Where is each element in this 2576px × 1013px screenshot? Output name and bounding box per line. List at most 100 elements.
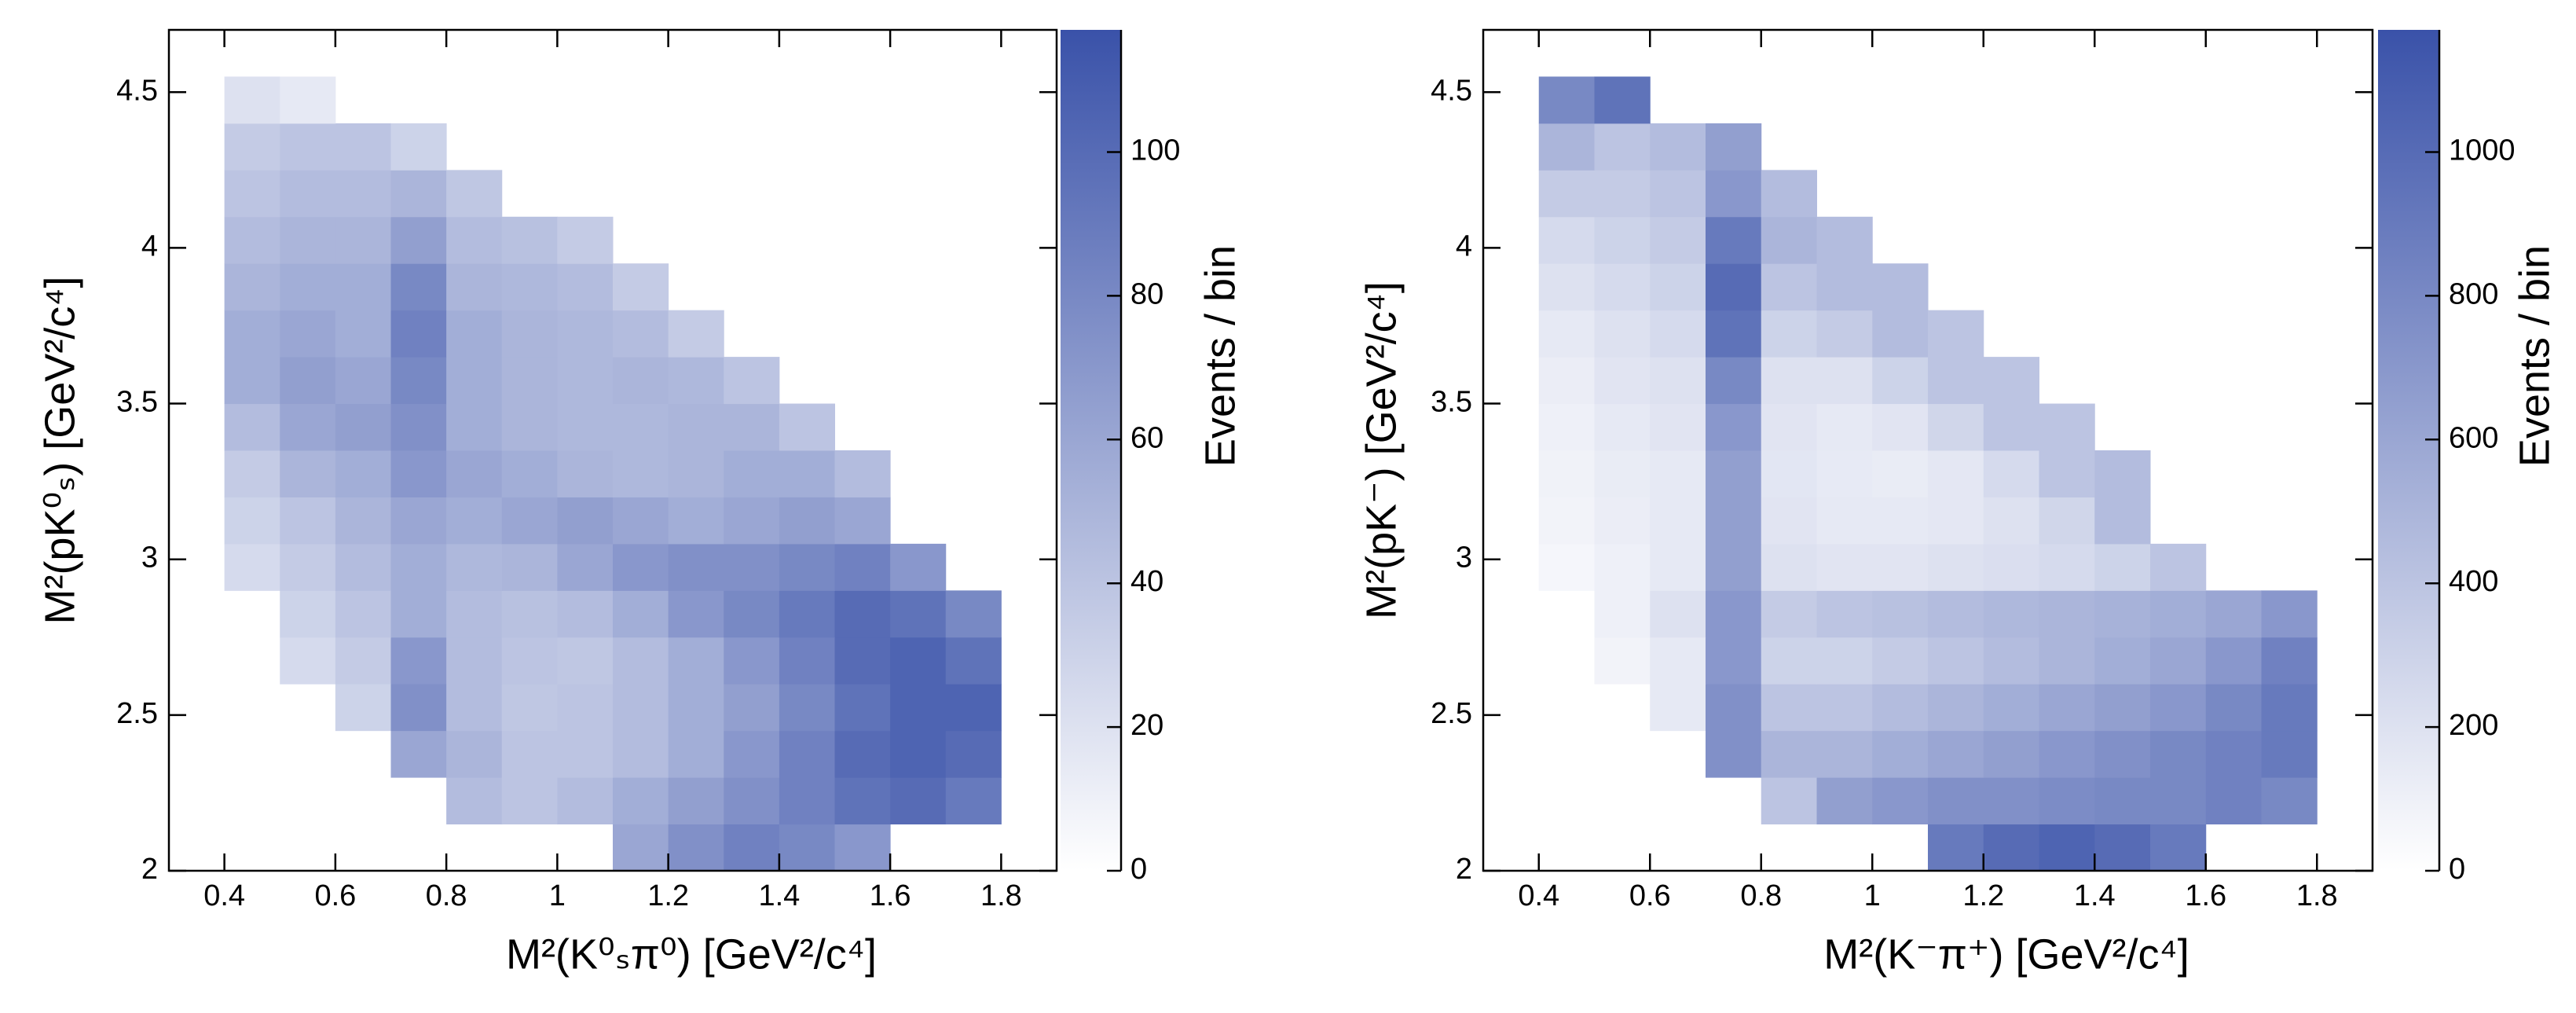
heatmap-cell — [224, 450, 280, 497]
heatmap-cell — [613, 637, 669, 685]
heatmap-cell — [1706, 637, 1762, 685]
heatmap-cell — [668, 730, 724, 778]
heatmap-cell — [1650, 637, 1706, 685]
heatmap-cell — [1872, 684, 1929, 732]
heatmap-cell — [557, 450, 614, 497]
heatmap-cell — [834, 497, 891, 545]
heatmap-cell — [1816, 403, 1873, 451]
heatmap-cell — [557, 497, 614, 545]
x-tick-label: 0.8 — [1740, 879, 1782, 912]
heatmap-cell — [2150, 590, 2207, 638]
heatmap-cell — [2039, 590, 2095, 638]
heatmap-cell — [446, 590, 503, 638]
heatmap-cell — [1706, 123, 1762, 171]
heatmap-cell — [557, 730, 614, 778]
heatmap-cell — [1928, 450, 1984, 497]
heatmap-cell — [1761, 637, 1817, 685]
heatmap-cell — [668, 824, 724, 872]
heatmap-cell — [1928, 684, 1984, 732]
heatmap-cell — [945, 777, 1002, 825]
heatmap-cell — [224, 216, 280, 264]
heatmap-cell — [890, 590, 947, 638]
heatmap-cell — [668, 497, 724, 545]
heatmap-cell — [390, 310, 447, 358]
heatmap-cell — [446, 450, 503, 497]
heatmap-cell — [779, 777, 835, 825]
heatmap-cell — [613, 357, 669, 405]
heatmap-cell — [1761, 403, 1817, 451]
heatmap-cell — [280, 216, 336, 264]
heatmap-cell — [890, 777, 947, 825]
heatmap-cell — [446, 777, 503, 825]
heatmap-cell — [1706, 590, 1762, 638]
y-tick-label: 4 — [1456, 229, 1472, 262]
heatmap-cell — [335, 170, 391, 218]
heatmap-cell — [724, 684, 780, 732]
heatmap-cell — [1594, 543, 1651, 591]
heatmap-cell — [280, 403, 336, 451]
heatmap-cell — [335, 357, 391, 405]
heatmap-cell — [1872, 777, 1929, 825]
heatmap-cell — [224, 123, 280, 171]
heatmap-cell — [1650, 263, 1706, 311]
heatmap-cell — [1816, 497, 1873, 545]
heatmap-cell — [390, 450, 447, 497]
heatmap-cell — [335, 263, 391, 311]
heatmap-cell — [2094, 637, 2151, 685]
heatmap-cell — [779, 497, 835, 545]
x-tick-label: 0.6 — [1629, 879, 1671, 912]
x-tick-label: 0.6 — [314, 879, 356, 912]
heatmap-cell — [890, 730, 947, 778]
heatmap-cell — [1650, 310, 1706, 358]
x-tick-label: 1.6 — [870, 879, 911, 912]
heatmap-cell — [1594, 637, 1651, 685]
heatmap-cell — [668, 637, 724, 685]
heatmap-cell — [1983, 684, 2039, 732]
heatmap-cell — [1928, 637, 1984, 685]
heatmap-cell — [890, 637, 947, 685]
heatmap-cell — [501, 263, 558, 311]
colorbar-tick-label: 1000 — [2449, 134, 2516, 167]
heatmap-cell — [335, 684, 391, 732]
heatmap-cell — [1706, 543, 1762, 591]
heatmap-cell — [668, 543, 724, 591]
heatmap-cell — [834, 543, 891, 591]
heatmap-cell — [224, 76, 280, 124]
y-tick-label: 3 — [1456, 541, 1472, 574]
x-tick-label: 1.2 — [1962, 879, 2004, 912]
heatmap-cell — [1538, 543, 1595, 591]
heatmap-cell — [1706, 684, 1762, 732]
colorbar-tick-label: 800 — [2449, 277, 2498, 310]
heatmap-cell — [1816, 543, 1873, 591]
heatmap-cell — [2094, 543, 2151, 591]
heatmap-cell — [446, 263, 503, 311]
heatmap-cell — [668, 403, 724, 451]
heatmap-cell — [1594, 590, 1651, 638]
heatmap-cell — [1761, 730, 1817, 778]
heatmap-cell — [557, 263, 614, 311]
heatmap-cell — [446, 216, 503, 264]
heatmap-cell — [1538, 263, 1595, 311]
colorbar — [2378, 30, 2439, 871]
heatmap-cell — [557, 684, 614, 732]
heatmap-cell — [1816, 357, 1873, 405]
colorbar-tick-label: 80 — [1130, 277, 1163, 310]
x-tick-label: 1 — [549, 879, 566, 912]
plot-frame — [167, 28, 1058, 872]
heatmap-cell — [280, 76, 336, 124]
heatmap-cell — [1761, 590, 1817, 638]
heatmap-cell — [834, 730, 891, 778]
heatmap-cell — [1706, 216, 1762, 264]
heatmap-cell — [2261, 684, 2318, 732]
heatmap-cell — [1594, 170, 1651, 218]
heatmap-cell — [613, 824, 669, 872]
heatmap-cell — [224, 357, 280, 405]
heatmap-cell — [2094, 450, 2151, 497]
heatmap-cell — [1928, 590, 1984, 638]
heatmap-cell — [779, 824, 835, 872]
heatmap-cell — [1594, 403, 1651, 451]
heatmap-cell — [1816, 263, 1873, 311]
heatmap-cell — [668, 310, 724, 358]
heatmap-cell — [2094, 730, 2151, 778]
heatmap-cell — [501, 590, 558, 638]
